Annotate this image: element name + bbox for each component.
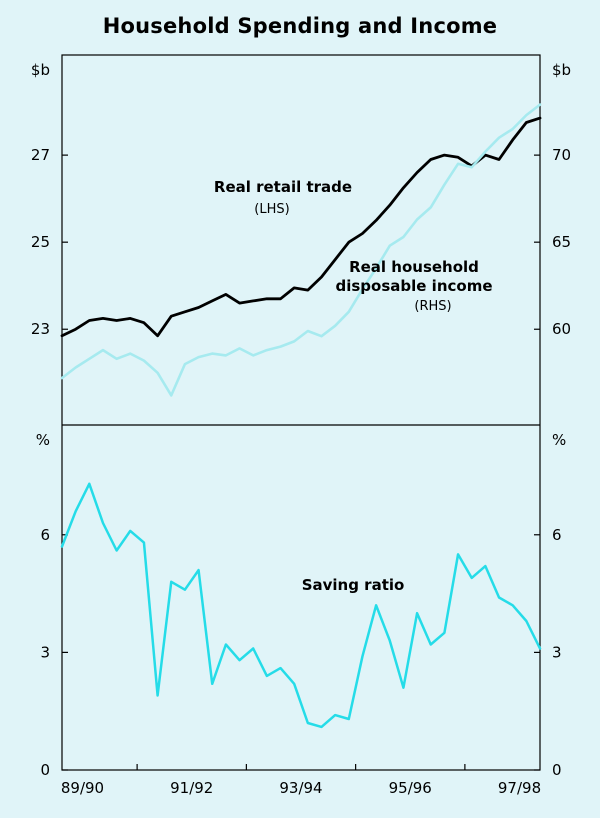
right-axis-unit-label: % bbox=[552, 431, 566, 449]
series-annotation: Saving ratio bbox=[302, 576, 405, 594]
right-axis-tick-label: 70 bbox=[552, 146, 571, 164]
left-axis-unit-label: $b bbox=[31, 61, 50, 79]
plot-frame bbox=[61, 54, 541, 771]
series-annotation: Real household bbox=[349, 258, 479, 276]
left-axis-unit-label: % bbox=[36, 431, 50, 449]
right-axis-tick-label: 6 bbox=[552, 526, 562, 544]
series-annotation: (RHS) bbox=[414, 299, 451, 314]
real-retail-trade-line bbox=[60, 116, 542, 338]
left-axis-tick-label: 27 bbox=[31, 146, 50, 164]
left-axis-tick-label: 3 bbox=[40, 643, 50, 661]
real-household-disposable-income-line bbox=[60, 103, 542, 397]
left-axis-tick-label: 25 bbox=[31, 233, 50, 251]
series-annotation: (LHS) bbox=[254, 202, 289, 217]
right-axis-tick-label: 65 bbox=[552, 233, 571, 251]
right-axis-unit-label: $b bbox=[552, 61, 571, 79]
chart-title: Household Spending and Income bbox=[102, 14, 498, 38]
series-annotation: Real retail trade bbox=[214, 178, 352, 196]
right-axis-tick-label: 60 bbox=[552, 320, 571, 338]
x-axis-tick-label: 89/90 bbox=[61, 779, 104, 797]
x-axis-tick-label: 93/94 bbox=[279, 779, 322, 797]
right-axis-tick-label: 0 bbox=[552, 761, 562, 779]
left-axis-tick-label: 23 bbox=[31, 320, 50, 338]
left-axis-tick-label: 6 bbox=[40, 526, 50, 544]
right-axis-tick-label: 3 bbox=[552, 643, 562, 661]
left-axis-tick-label: 0 bbox=[40, 761, 50, 779]
saving-ratio-line bbox=[60, 482, 542, 729]
x-axis-tick-label: 97/98 bbox=[498, 779, 541, 797]
x-axis-tick-label: 95/96 bbox=[389, 779, 432, 797]
series-annotation: disposable income bbox=[336, 277, 493, 295]
x-axis-tick-label: 91/92 bbox=[170, 779, 213, 797]
